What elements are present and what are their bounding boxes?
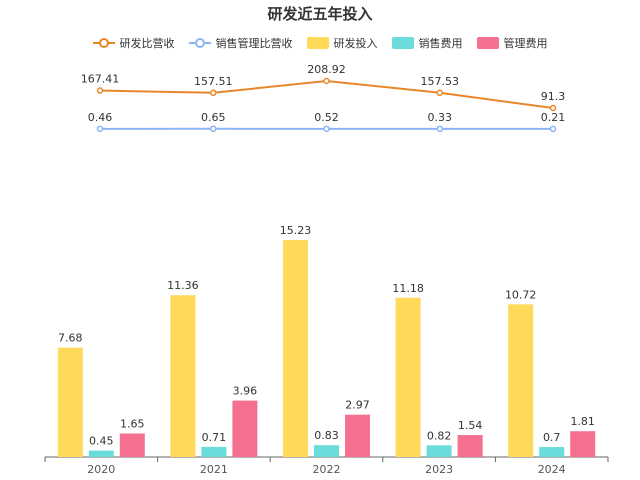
line-series <box>99 79 554 109</box>
bar-data-label: 7.68 <box>58 332 83 345</box>
bar <box>395 297 421 457</box>
legend-label-sm-ratio: 销售管理比营收 <box>215 37 293 50</box>
line-data-label: 208.92 <box>307 63 346 76</box>
line-data-label: 91.3 <box>541 90 566 103</box>
line-point <box>436 125 443 133</box>
x-tick-label: 2022 <box>313 463 341 476</box>
x-tick-label: 2024 <box>538 463 566 476</box>
bar-data-label: 2.97 <box>345 399 370 412</box>
legend-item-sm-ratio[interactable]: 销售管理比营收 <box>188 35 293 51</box>
bar <box>570 431 596 457</box>
legend-swatch-rd-invest <box>306 37 329 49</box>
line-data-label: 0.65 <box>201 111 226 124</box>
line-point <box>549 104 557 112</box>
bar <box>57 347 83 457</box>
line-data-label: 157.51 <box>194 75 233 88</box>
legend-label-sales-exp: 销售费用 <box>418 37 463 50</box>
legend-item-rd-invest[interactable]: 研发投入 <box>306 35 378 51</box>
line-point <box>549 125 557 133</box>
line-point <box>96 125 104 133</box>
legend-swatch-admin-exp <box>476 37 499 49</box>
bar <box>170 295 196 457</box>
bar <box>508 304 534 457</box>
legend-line-marker-sm-ratio <box>188 38 211 48</box>
legend-label-rd-ratio: 研发比营收 <box>119 37 175 50</box>
line-data-label: 0.46 <box>88 111 113 124</box>
bar <box>539 447 565 457</box>
line-data-label: 0.21 <box>541 111 566 124</box>
bar-data-label: 10.72 <box>505 288 537 301</box>
bar <box>345 414 370 457</box>
line-point <box>210 125 217 133</box>
bar <box>201 446 227 457</box>
bar <box>283 240 308 457</box>
legend-label-rd-invest: 研发投入 <box>333 37 378 50</box>
line-data-label: 167.41 <box>81 73 120 86</box>
chart-title: 研发近五年投入 <box>267 5 373 23</box>
bar-data-label: 15.23 <box>280 224 312 237</box>
legend-line-marker-rd-ratio <box>92 38 115 48</box>
line-point <box>96 87 104 94</box>
line-data-label: 157.53 <box>421 75 460 88</box>
bar-data-label: 1.54 <box>458 419 483 432</box>
line-data-label: 0.33 <box>428 111 453 124</box>
bar-data-label: 11.18 <box>392 282 424 295</box>
bar <box>88 450 114 457</box>
legend-item-admin-exp[interactable]: 管理费用 <box>476 35 548 51</box>
line-point <box>323 77 330 85</box>
line-point <box>323 125 330 133</box>
legend-item-sales-exp[interactable]: 销售费用 <box>391 35 463 51</box>
line-point <box>210 89 217 97</box>
x-tick-label: 2023 <box>425 463 453 476</box>
x-tick-label: 2020 <box>87 463 115 476</box>
bar <box>314 445 339 457</box>
line-data-label: 0.52 <box>314 111 339 124</box>
bar-data-label: 0.45 <box>89 435 114 448</box>
bar <box>232 400 258 457</box>
bar-data-label: 0.82 <box>427 429 452 442</box>
line-point <box>436 89 443 97</box>
bar <box>426 445 452 457</box>
legend-item-rd-ratio[interactable]: 研发比营收 <box>92 35 175 51</box>
bar-data-label: 11.36 <box>167 279 199 292</box>
legend-label-admin-exp: 管理费用 <box>503 37 548 50</box>
bar-data-label: 3.96 <box>233 385 258 398</box>
bar-data-label: 1.81 <box>570 415 595 428</box>
bar <box>457 435 483 457</box>
bar-data-label: 0.7 <box>543 431 561 444</box>
legend: 研发比营收 销售管理比营收 研发投入 销售费用 管理费用 <box>0 35 640 51</box>
bar <box>119 433 145 457</box>
legend-swatch-sales-exp <box>391 37 414 49</box>
bar-data-label: 0.83 <box>314 429 339 442</box>
bar-data-label: 0.71 <box>202 431 227 444</box>
bar-data-label: 1.65 <box>120 418 145 431</box>
x-tick-label: 2021 <box>200 463 228 476</box>
